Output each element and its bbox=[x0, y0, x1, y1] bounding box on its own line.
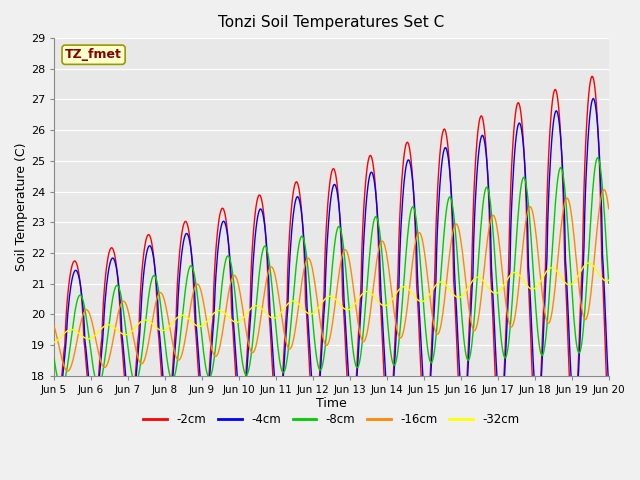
-4cm bbox=[50, 399, 58, 405]
-2cm bbox=[50, 413, 58, 419]
-32cm bbox=[50, 339, 58, 345]
Text: TZ_fmet: TZ_fmet bbox=[65, 48, 122, 61]
Line: -16cm: -16cm bbox=[54, 190, 609, 371]
-32cm bbox=[117, 330, 125, 336]
-4cm bbox=[589, 96, 597, 101]
-16cm bbox=[118, 300, 126, 305]
-16cm bbox=[605, 206, 612, 212]
-4cm bbox=[117, 314, 125, 320]
Line: -2cm: -2cm bbox=[54, 76, 609, 434]
-32cm bbox=[203, 319, 211, 324]
-16cm bbox=[399, 328, 407, 334]
-32cm bbox=[399, 284, 406, 290]
-32cm bbox=[605, 277, 612, 283]
Title: Tonzi Soil Temperatures Set C: Tonzi Soil Temperatures Set C bbox=[218, 15, 445, 30]
-2cm bbox=[399, 166, 406, 171]
Y-axis label: Soil Temperature (C): Soil Temperature (C) bbox=[15, 143, 28, 271]
-8cm bbox=[58, 384, 66, 390]
-32cm bbox=[60, 331, 68, 336]
-2cm bbox=[117, 334, 125, 340]
-16cm bbox=[600, 187, 608, 192]
Legend: -2cm, -4cm, -8cm, -16cm, -32cm: -2cm, -4cm, -8cm, -16cm, -32cm bbox=[139, 408, 524, 431]
-8cm bbox=[605, 280, 612, 286]
-4cm bbox=[415, 301, 423, 307]
Line: -32cm: -32cm bbox=[54, 263, 609, 342]
-2cm bbox=[589, 73, 596, 79]
-16cm bbox=[50, 323, 58, 329]
-2cm bbox=[203, 404, 211, 410]
-8cm bbox=[50, 355, 58, 361]
-8cm bbox=[416, 252, 424, 257]
-16cm bbox=[175, 357, 182, 363]
-16cm bbox=[416, 230, 424, 236]
-4cm bbox=[60, 359, 68, 364]
-4cm bbox=[534, 409, 541, 415]
-16cm bbox=[204, 324, 211, 330]
-2cm bbox=[60, 348, 68, 353]
X-axis label: Time: Time bbox=[316, 397, 347, 410]
-4cm bbox=[605, 384, 612, 390]
-32cm bbox=[585, 260, 593, 266]
-4cm bbox=[203, 404, 211, 409]
Line: -4cm: -4cm bbox=[54, 98, 609, 412]
-32cm bbox=[173, 314, 181, 320]
-2cm bbox=[570, 431, 577, 437]
-16cm bbox=[64, 368, 72, 374]
-2cm bbox=[173, 279, 181, 285]
-2cm bbox=[415, 324, 423, 330]
Line: -8cm: -8cm bbox=[54, 157, 609, 387]
-2cm bbox=[605, 420, 612, 426]
-8cm bbox=[61, 377, 68, 383]
-4cm bbox=[399, 195, 406, 201]
-8cm bbox=[204, 372, 211, 378]
-8cm bbox=[118, 298, 126, 304]
-4cm bbox=[173, 309, 181, 315]
-8cm bbox=[399, 284, 407, 289]
-16cm bbox=[60, 363, 68, 369]
-32cm bbox=[415, 298, 423, 304]
-8cm bbox=[594, 155, 602, 160]
-8cm bbox=[175, 351, 182, 357]
